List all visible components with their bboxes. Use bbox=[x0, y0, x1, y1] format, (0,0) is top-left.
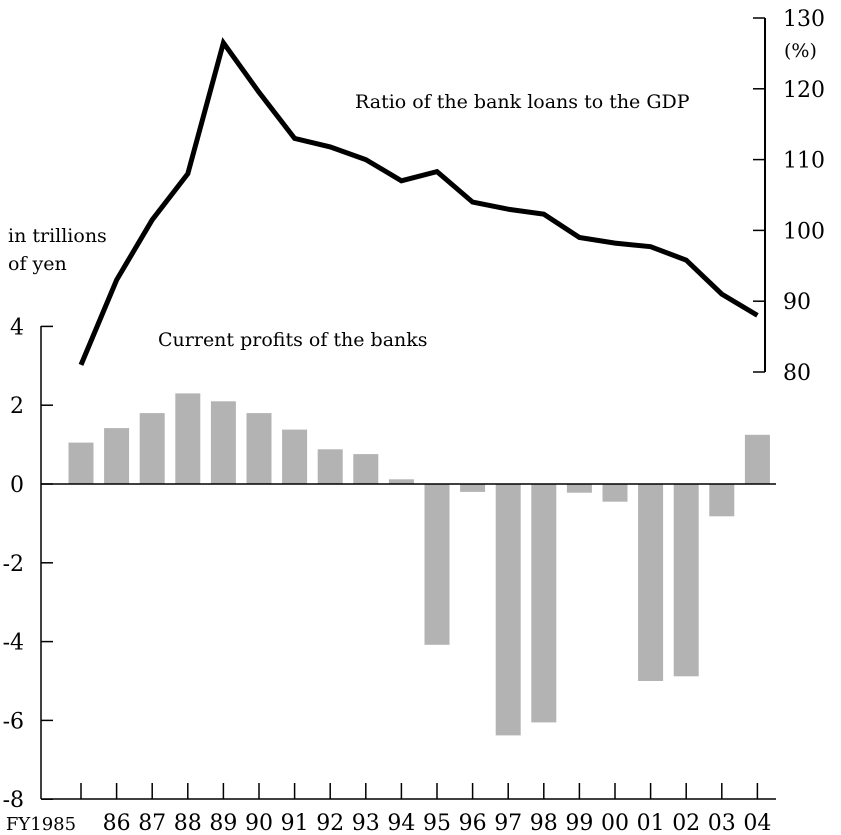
right-tick-label: 130 bbox=[783, 7, 825, 32]
right-axis-unit: (%) bbox=[784, 40, 817, 62]
bar-04 bbox=[744, 434, 770, 485]
left-tick-label: 2 bbox=[10, 394, 24, 419]
right-tick-label: 90 bbox=[783, 290, 811, 315]
bar-96 bbox=[460, 484, 486, 492]
x-tick-label: 97 bbox=[494, 811, 522, 835]
x-tick-label: 95 bbox=[423, 811, 451, 835]
x-tick-label: 01 bbox=[637, 811, 665, 835]
bar-93 bbox=[353, 454, 379, 484]
x-tick-label: 94 bbox=[387, 811, 415, 835]
left-tick-label: 0 bbox=[10, 473, 24, 498]
loan-to-gdp-line bbox=[78, 37, 759, 366]
left-axis-title-line1: in trillions bbox=[8, 225, 107, 247]
x-tick-label: 03 bbox=[708, 811, 736, 835]
bar-92 bbox=[317, 449, 343, 484]
x-tick-label: 88 bbox=[174, 811, 202, 835]
bar-90 bbox=[246, 413, 272, 484]
x-tick-label: 96 bbox=[459, 811, 487, 835]
bar-00 bbox=[602, 484, 628, 502]
bar-94 bbox=[388, 479, 414, 484]
bar-95 bbox=[424, 484, 450, 645]
line-series bbox=[78, 37, 759, 366]
bar-01 bbox=[638, 484, 664, 681]
bar-89 bbox=[210, 401, 236, 484]
bar-series bbox=[68, 393, 770, 736]
left-tick-label: 4 bbox=[10, 315, 24, 340]
bar-99 bbox=[566, 484, 592, 493]
bar-86 bbox=[104, 428, 130, 484]
bar-03 bbox=[709, 484, 735, 517]
bar-series-label: Current profits of the banks bbox=[158, 329, 428, 351]
right-tick-label: 110 bbox=[783, 149, 825, 174]
x-tick-label: 87 bbox=[138, 811, 166, 835]
left-tick-label: -4 bbox=[3, 631, 24, 656]
x-tick-label: 00 bbox=[601, 811, 629, 835]
bar-FY1985 bbox=[68, 442, 94, 484]
left-axis-title-line2: of yen bbox=[8, 253, 67, 275]
left-tick-label: -6 bbox=[3, 709, 24, 734]
bar-97 bbox=[495, 484, 521, 736]
x-tick-label: 99 bbox=[565, 811, 593, 835]
x-tick-label: 91 bbox=[281, 811, 309, 835]
x-tick-label: 04 bbox=[743, 811, 771, 835]
left-tick-label: -2 bbox=[3, 552, 24, 577]
x-tick-label: 02 bbox=[672, 811, 700, 835]
x-tick-label: 86 bbox=[103, 811, 131, 835]
x-tick-label: 93 bbox=[352, 811, 380, 835]
left-tick-label: -8 bbox=[3, 788, 24, 813]
bar-87 bbox=[139, 413, 165, 484]
bar-88 bbox=[175, 393, 201, 484]
x-tick-label: FY1985 bbox=[6, 814, 76, 835]
bar-02 bbox=[673, 484, 699, 677]
axes bbox=[40, 17, 776, 800]
right-tick-label: 80 bbox=[783, 361, 811, 386]
x-tick-label: 98 bbox=[530, 811, 558, 835]
x-tick-label: 92 bbox=[316, 811, 344, 835]
bar-98 bbox=[531, 484, 557, 723]
right-tick-label: 120 bbox=[783, 78, 825, 103]
x-tick-label: 90 bbox=[245, 811, 273, 835]
line-series-label: Ratio of the bank loans to the GDP bbox=[355, 91, 690, 113]
x-tick-label: 89 bbox=[209, 811, 237, 835]
bar-91 bbox=[282, 429, 308, 484]
right-tick-label: 100 bbox=[783, 219, 825, 244]
